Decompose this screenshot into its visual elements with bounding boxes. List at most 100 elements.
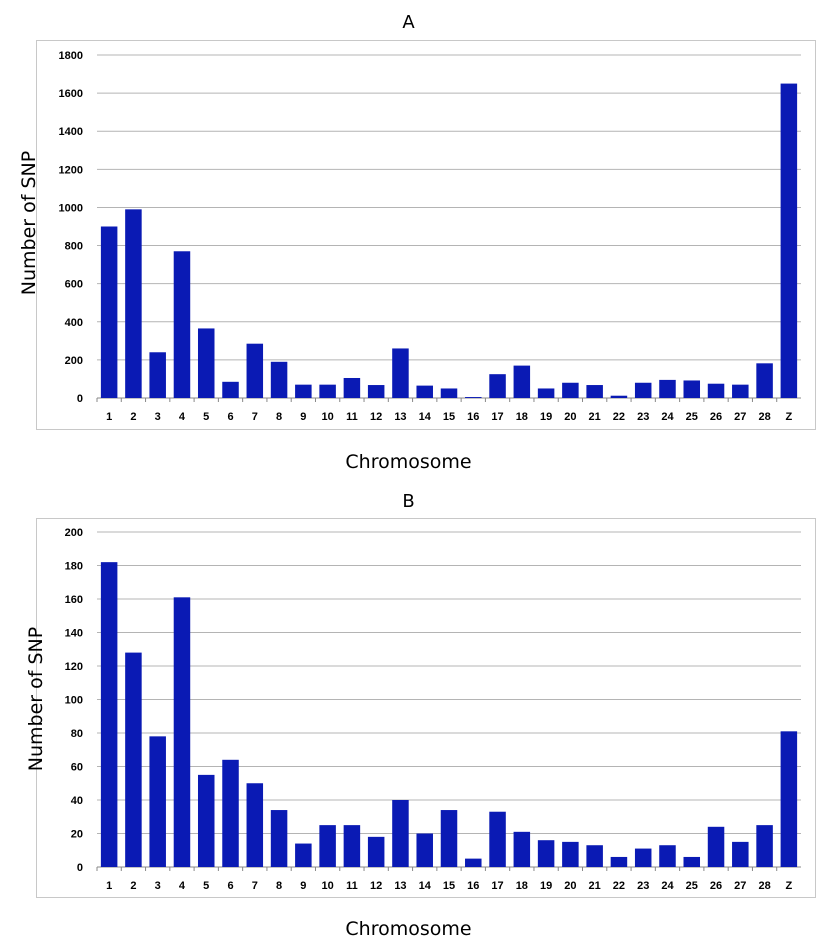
- bar-17: [489, 374, 506, 398]
- bar-10: [319, 825, 336, 867]
- y-tick-label: 100: [65, 695, 83, 707]
- bar-2: [125, 652, 142, 867]
- x-tick-label: 21: [589, 880, 601, 892]
- bar-22: [610, 856, 628, 867]
- x-tick-label: 24: [661, 880, 674, 892]
- bar-18: [513, 831, 531, 867]
- y-tick-label: 800: [65, 241, 83, 253]
- bar-27: [732, 384, 749, 398]
- x-tick-label: 16: [467, 411, 479, 423]
- bar-Z: [780, 83, 798, 398]
- x-tick-label: 3: [155, 880, 161, 892]
- y-tick-label: 200: [65, 527, 83, 539]
- x-tick-label: 3: [155, 411, 161, 423]
- y-tick-label: 140: [65, 628, 83, 640]
- x-tick-label: 26: [710, 411, 722, 423]
- x-tick-label: 15: [443, 880, 455, 892]
- x-tick-label: 23: [637, 880, 649, 892]
- bar-28: [756, 825, 773, 867]
- bar-9: [295, 384, 312, 398]
- bar-1: [100, 562, 118, 867]
- y-tick-label: 1200: [59, 164, 83, 176]
- y-tick-label: 200: [65, 355, 83, 367]
- y-tick-label: 1600: [59, 88, 83, 100]
- y-tick-label: 80: [71, 728, 83, 740]
- x-tick-label: 7: [252, 880, 258, 892]
- x-tick-label: 27: [734, 880, 746, 892]
- x-tick-label: 28: [758, 880, 770, 892]
- x-tick-label: 2: [130, 880, 136, 892]
- bar-Z: [780, 731, 798, 867]
- bar-5: [197, 328, 215, 398]
- bar-8: [270, 361, 288, 398]
- bar-13: [392, 800, 409, 867]
- bar-7: [246, 343, 264, 398]
- bar-18: [513, 365, 531, 398]
- x-tick-label: 24: [661, 411, 674, 423]
- bar-12: [367, 385, 385, 398]
- x-tick-label: 7: [252, 411, 258, 423]
- x-tick-label: 2: [130, 411, 136, 423]
- x-tick-label: 4: [179, 411, 186, 423]
- bar-24: [659, 379, 676, 398]
- bar-14: [416, 833, 433, 867]
- chart-a-frame: [36, 40, 816, 430]
- y-tick-label: 0: [77, 862, 83, 874]
- x-tick-label: 20: [564, 880, 576, 892]
- x-tick-label: 12: [370, 411, 382, 423]
- bar-3: [149, 352, 166, 398]
- x-tick-label: 13: [394, 411, 406, 423]
- bar-9: [295, 843, 312, 867]
- bar-23: [634, 848, 652, 867]
- bar-19: [537, 388, 555, 398]
- x-tick-label: 14: [419, 880, 432, 892]
- chart-b-x-axis-label: Chromosome: [345, 918, 472, 940]
- x-tick-label: 14: [419, 411, 432, 423]
- bar-22: [610, 395, 628, 398]
- x-tick-label: 8: [276, 880, 282, 892]
- x-tick-label: 23: [637, 411, 649, 423]
- bar-26: [707, 826, 725, 867]
- x-tick-label: 15: [443, 411, 455, 423]
- x-tick-label: 17: [491, 880, 503, 892]
- bar-21: [586, 845, 603, 867]
- x-tick-label: 26: [710, 880, 722, 892]
- x-tick-label: 4: [179, 880, 186, 892]
- y-tick-label: 1400: [59, 126, 83, 138]
- bar-10: [319, 384, 336, 398]
- y-tick-label: 20: [71, 829, 83, 841]
- x-tick-label: 8: [276, 411, 282, 423]
- bar-20: [562, 382, 579, 398]
- y-tick-label: 60: [71, 762, 83, 774]
- x-tick-label: 12: [370, 880, 382, 892]
- x-tick-label: 16: [467, 880, 479, 892]
- bar-26: [707, 383, 725, 398]
- bar-4: [173, 251, 191, 398]
- x-tick-label: 5: [203, 411, 209, 423]
- bar-21: [586, 385, 603, 398]
- bar-11: [343, 377, 361, 398]
- x-tick-label: 11: [346, 411, 358, 423]
- bar-16: [465, 858, 482, 867]
- y-tick-label: 1000: [59, 202, 83, 214]
- bar-1: [100, 226, 118, 398]
- chart-b-title: B: [402, 491, 415, 512]
- x-tick-label: 11: [346, 880, 358, 892]
- x-tick-label: 28: [758, 411, 770, 423]
- x-tick-label: 1: [106, 411, 112, 423]
- bar-6: [222, 759, 239, 867]
- y-tick-label: 400: [65, 317, 83, 329]
- bar-25: [683, 856, 701, 867]
- x-tick-label: 6: [227, 880, 233, 892]
- x-tick-label: 20: [564, 411, 576, 423]
- bar-25: [683, 380, 701, 398]
- bar-13: [392, 348, 409, 398]
- y-tick-label: 0: [77, 393, 83, 405]
- bar-5: [197, 774, 215, 867]
- x-tick-label: 10: [321, 880, 333, 892]
- y-tick-label: 160: [65, 594, 83, 606]
- x-tick-label: 21: [589, 411, 601, 423]
- bar-15: [440, 810, 458, 867]
